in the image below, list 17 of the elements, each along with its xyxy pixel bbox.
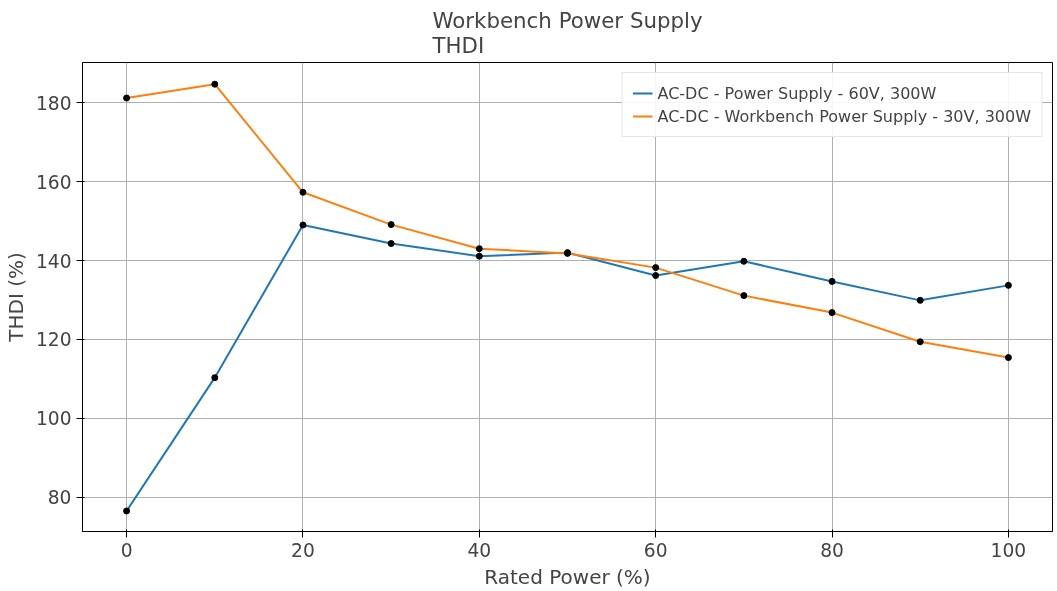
chart-title: Workbench Power Supply THDI: [431, 7, 703, 58]
y-tick-label: 120: [35, 329, 72, 351]
x-tick-label: 80: [820, 539, 844, 561]
x-tick-label: 100: [990, 539, 1027, 561]
y-tick-label: 100: [35, 408, 72, 430]
legend-label: AC-DC - Power Supply - 60V, 300W: [657, 83, 937, 103]
x-tick-label: 20: [291, 539, 315, 561]
y-tick-label: 80: [47, 487, 72, 509]
legend-label: AC-DC - Workbench Power Supply - 30V, 300W: [657, 106, 1031, 126]
y-tick-label: 140: [35, 250, 72, 272]
x-axis-title: Rated Power (%): [484, 564, 651, 589]
y-tick-label: 160: [35, 171, 72, 193]
y-axis-title: THDI (%): [3, 252, 28, 343]
x-tick-label: 0: [120, 539, 133, 561]
y-tick-label: 180: [35, 92, 72, 114]
x-tick-label: 40: [467, 539, 492, 561]
x-tick-label: 60: [643, 539, 668, 561]
